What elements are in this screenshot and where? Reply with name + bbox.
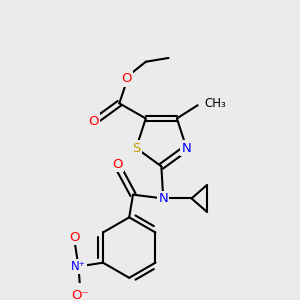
Text: CH₃: CH₃ [204,97,226,110]
Text: N: N [182,142,191,154]
Text: S: S [132,142,140,154]
Text: N: N [158,192,168,205]
Text: O: O [88,115,99,128]
Text: O: O [112,158,123,171]
Text: O⁻: O⁻ [72,289,89,300]
Text: O: O [122,72,132,85]
Text: N⁺: N⁺ [71,260,86,273]
Text: O: O [69,231,80,244]
